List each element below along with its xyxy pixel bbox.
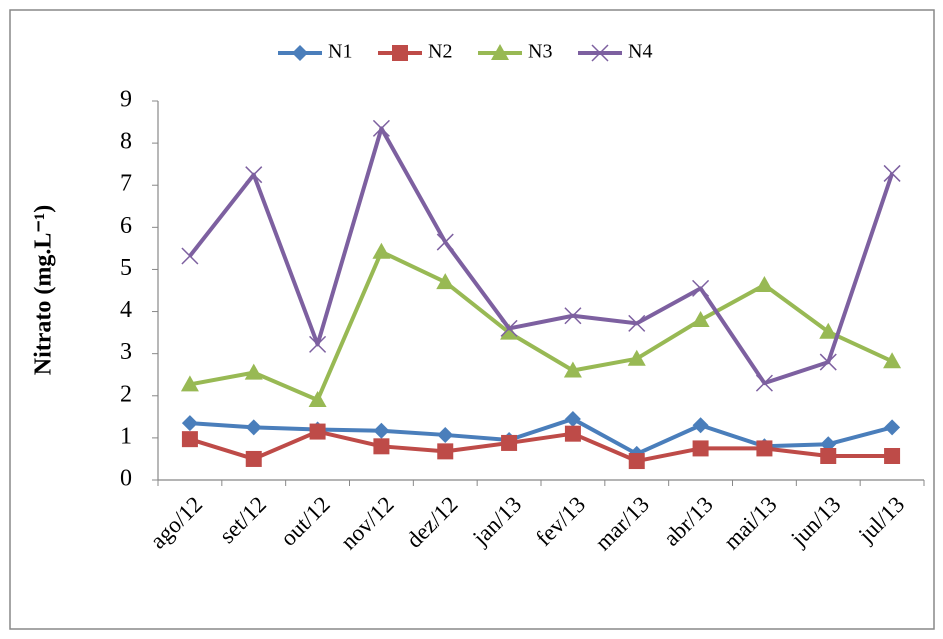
marker xyxy=(309,335,327,353)
marker xyxy=(181,247,199,265)
marker xyxy=(820,447,837,464)
marker xyxy=(245,166,263,184)
marker xyxy=(501,434,518,451)
marker xyxy=(436,273,455,290)
legend-label: N3 xyxy=(528,41,552,63)
y-tick-label: 3 xyxy=(120,339,132,365)
marker xyxy=(755,374,773,392)
marker xyxy=(884,419,901,436)
y-axis-label: Nitrato (mg.L⁻¹) xyxy=(31,205,57,375)
marker xyxy=(628,453,645,470)
series-line xyxy=(189,416,893,456)
marker xyxy=(373,422,390,439)
marker xyxy=(392,45,408,61)
marker xyxy=(692,417,709,434)
marker xyxy=(437,443,454,460)
marker xyxy=(819,353,837,371)
marker xyxy=(564,425,581,442)
series-line xyxy=(189,249,893,402)
marker xyxy=(373,438,390,455)
legend-label: N1 xyxy=(328,41,352,63)
marker xyxy=(500,323,519,340)
marker xyxy=(292,45,308,61)
marker xyxy=(627,349,646,366)
marker xyxy=(181,431,198,448)
marker xyxy=(500,319,518,337)
marker xyxy=(491,44,509,60)
marker xyxy=(244,363,263,380)
marker xyxy=(564,410,581,427)
marker xyxy=(819,322,838,339)
marker xyxy=(692,440,709,457)
marker xyxy=(692,279,710,297)
marker xyxy=(372,242,391,259)
marker xyxy=(628,314,646,332)
y-tick-label: 4 xyxy=(120,297,132,323)
y-tick-label: 7 xyxy=(120,171,132,197)
marker xyxy=(883,352,902,369)
marker xyxy=(309,423,326,440)
y-tick-label: 1 xyxy=(120,423,132,449)
marker xyxy=(755,276,774,293)
series-line xyxy=(188,126,894,386)
y-tick-label: 5 xyxy=(120,255,132,281)
marker xyxy=(245,450,262,467)
y-tick-label: 6 xyxy=(120,213,132,239)
marker xyxy=(181,415,198,432)
marker xyxy=(563,361,582,378)
marker xyxy=(245,419,262,436)
marker xyxy=(884,447,901,464)
legend-label: N2 xyxy=(428,41,452,63)
y-tick-label: 0 xyxy=(120,466,132,492)
series-line xyxy=(189,429,893,464)
y-tick-label: 8 xyxy=(120,129,132,155)
y-tick-label: 9 xyxy=(120,87,132,113)
marker xyxy=(436,233,454,251)
marker xyxy=(691,310,710,327)
marker xyxy=(180,375,199,392)
chart-frame xyxy=(9,9,935,630)
marker xyxy=(591,44,609,62)
y-tick-label: 2 xyxy=(120,381,132,407)
marker xyxy=(564,307,582,325)
marker xyxy=(437,426,454,443)
marker xyxy=(883,164,901,182)
legend-label: N4 xyxy=(628,41,652,63)
marker xyxy=(308,390,327,407)
marker xyxy=(756,440,773,457)
marker xyxy=(372,119,390,137)
